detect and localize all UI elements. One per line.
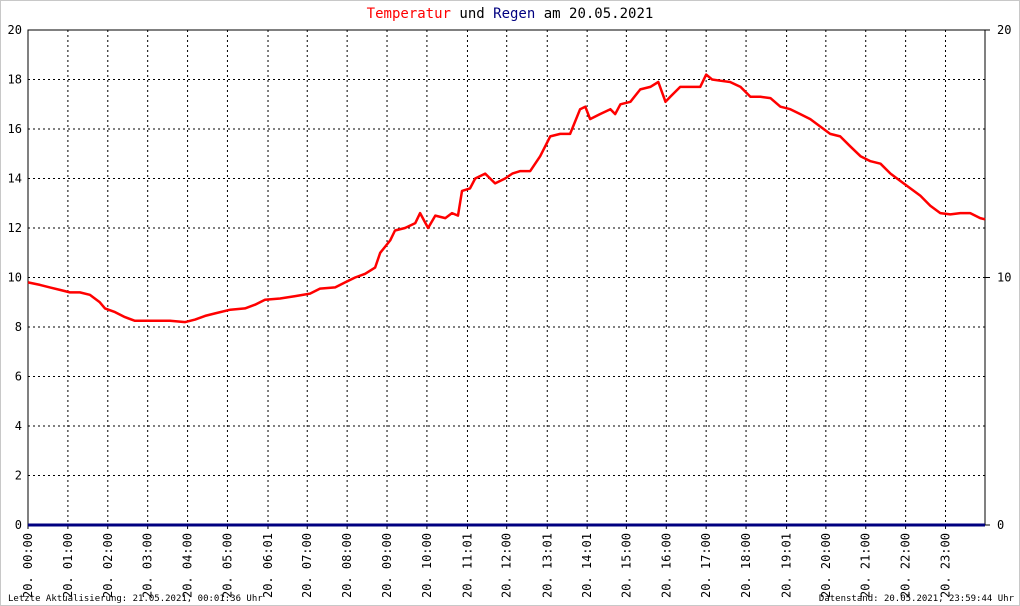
y-tick-label: 8 — [15, 320, 22, 334]
x-tick-label: 20. 07:00 — [300, 533, 314, 598]
y2-tick-label: 10 — [997, 271, 1011, 285]
title-word: und — [459, 6, 484, 22]
x-tick-label: 20. 17:00 — [699, 533, 713, 598]
y-tick-label: 6 — [15, 370, 22, 384]
x-tick-label: 20. 13:01 — [540, 533, 554, 598]
x-tick-label: 20. 10:00 — [420, 533, 434, 598]
title-series-name: Temperatur — [367, 6, 451, 22]
y-tick-label: 0 — [15, 518, 22, 532]
x-tick-label: 20. 22:00 — [899, 533, 913, 598]
x-tick-label: 20. 12:00 — [500, 533, 514, 598]
footer-right: Datenstand: 20.05.2021, 23:59:44 Uhr — [819, 594, 1015, 604]
x-tick-label: 20. 16:00 — [659, 533, 673, 598]
y-tick-label: 10 — [8, 271, 22, 285]
x-tick-label: 20. 04:00 — [181, 533, 195, 598]
footer-left: Letzte Aktualisierung: 21.05.2021, 00:01… — [8, 594, 263, 604]
x-tick-label: 20. 18:00 — [739, 533, 753, 598]
x-tick-label: 20. 09:00 — [380, 533, 394, 598]
series-line — [27, 73, 986, 324]
y-tick-label: 16 — [8, 122, 22, 136]
x-tick-label: 20. 11:01 — [460, 533, 474, 598]
x-tick-label: 20. 05:00 — [220, 533, 234, 598]
chart-title: Temperatur und Regen am 20.05.2021 — [367, 6, 654, 22]
title-series-name: Regen — [493, 6, 535, 22]
x-tick-label: 20. 14:01 — [580, 533, 594, 598]
x-tick-label: 20. 00:00 — [21, 533, 35, 598]
x-tick-label: 20. 02:00 — [101, 533, 115, 598]
y-tick-label: 4 — [15, 419, 22, 433]
y-tick-label: 12 — [8, 221, 22, 235]
y-tick-label: 2 — [15, 469, 22, 483]
x-tick-label: 20. 08:00 — [340, 533, 354, 598]
y2-tick-label: 20 — [997, 23, 1011, 37]
y2-tick-label: 0 — [997, 518, 1004, 532]
x-tick-label: 20. 03:00 — [141, 533, 155, 598]
x-tick-label: 20. 01:00 — [61, 533, 75, 598]
title-word: am 20.05.2021 — [544, 6, 654, 22]
x-tick-label: 20. 20:00 — [819, 533, 833, 598]
y-tick-label: 20 — [8, 23, 22, 37]
x-tick-label: 20. 15:00 — [619, 533, 633, 598]
y-tick-label: 18 — [8, 73, 22, 87]
y-tick-label: 14 — [8, 172, 22, 186]
x-tick-label: 20. 21:00 — [859, 533, 873, 598]
x-tick-label: 20. 19:01 — [780, 533, 794, 598]
x-tick-label: 20. 23:00 — [939, 533, 953, 598]
x-tick-label: 20. 06:01 — [261, 533, 275, 598]
